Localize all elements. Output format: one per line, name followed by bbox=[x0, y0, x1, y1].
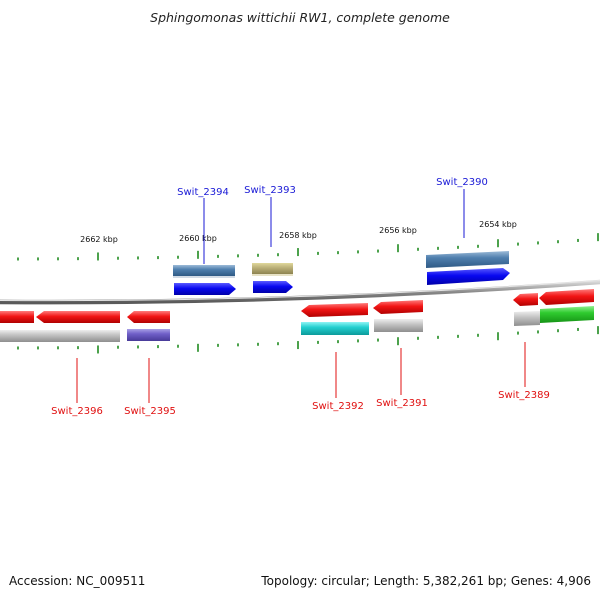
feature-swit-2392-annotation[interactable] bbox=[301, 322, 369, 335]
gene-arrow-swit-2394[interactable] bbox=[174, 283, 236, 295]
gene-arrow-swit-2389a[interactable] bbox=[513, 293, 538, 306]
reverse-strand-features bbox=[0, 289, 594, 342]
forward-strand-features bbox=[173, 251, 510, 295]
gene-label-swit-2392[interactable]: Swit_2392 bbox=[312, 401, 364, 412]
tick-row-bottom bbox=[17, 326, 599, 354]
feature-swit-2394-annotation[interactable] bbox=[173, 265, 235, 276]
scale-label-2660: 2660 kbp bbox=[179, 234, 217, 243]
feature-swit-2393-annotation-base bbox=[252, 274, 293, 276]
gene-labels: Swit_2394 Swit_2393 Swit_2390 Swit_2396 … bbox=[51, 177, 550, 417]
scale-label-2662: 2662 kbp bbox=[80, 235, 118, 244]
scale-label-2658: 2658 kbp bbox=[279, 231, 317, 240]
scale-label-2654: 2654 kbp bbox=[479, 220, 517, 229]
feature-swit-2394-annotation-base bbox=[173, 276, 235, 278]
gene-arrow-swit-2389[interactable] bbox=[539, 289, 594, 305]
accession-text: Accession: NC_009511 bbox=[9, 574, 145, 588]
feature-swit-2390-annotation[interactable] bbox=[426, 251, 509, 268]
leader-lines bbox=[76, 189, 526, 403]
gene-arrow-swit-2393[interactable] bbox=[253, 281, 293, 293]
feature-swit-2396-annotation[interactable] bbox=[0, 330, 120, 342]
gene-label-swit-2393[interactable]: Swit_2393 bbox=[244, 185, 296, 196]
gene-arrow-swit-2396[interactable] bbox=[36, 311, 120, 323]
page-title: Sphingomonas wittichii RW1, complete gen… bbox=[150, 10, 450, 25]
gene-label-swit-2395[interactable]: Swit_2395 bbox=[124, 406, 176, 417]
feature-swit-2393-annotation[interactable] bbox=[252, 263, 293, 274]
gene-label-swit-2389[interactable]: Swit_2389 bbox=[498, 390, 550, 401]
feature-swit-2389-annotation[interactable] bbox=[540, 306, 594, 323]
genome-backbone-highlight bbox=[0, 280, 600, 302]
gene-label-swit-2391[interactable]: Swit_2391 bbox=[376, 398, 428, 409]
gene-arrow-swit-2390[interactable] bbox=[427, 268, 510, 285]
scale-label-2656: 2656 kbp bbox=[379, 226, 417, 235]
feature-swit-2391-annotation[interactable] bbox=[374, 319, 423, 332]
gene-label-swit-2390[interactable]: Swit_2390 bbox=[436, 177, 488, 188]
genome-summary-text: Topology: circular; Length: 5,382,261 bp… bbox=[260, 574, 591, 588]
gene-arrow-swit-2391[interactable] bbox=[373, 300, 423, 314]
gene-arrow-swit-2396a[interactable] bbox=[0, 311, 34, 323]
gene-arrow-swit-2392[interactable] bbox=[301, 303, 368, 317]
tick-row-top bbox=[17, 233, 599, 261]
feature-swit-2389-annotation-gray[interactable] bbox=[514, 311, 540, 326]
gene-label-swit-2396[interactable]: Swit_2396 bbox=[51, 406, 103, 417]
feature-swit-2395-annotation[interactable] bbox=[127, 329, 170, 341]
genome-backbone bbox=[0, 279, 600, 305]
scale-labels: 2662 kbp 2660 kbp 2658 kbp 2656 kbp 2654… bbox=[80, 220, 517, 244]
gene-arrow-swit-2395[interactable] bbox=[127, 311, 170, 323]
gene-label-swit-2394[interactable]: Swit_2394 bbox=[177, 187, 229, 198]
